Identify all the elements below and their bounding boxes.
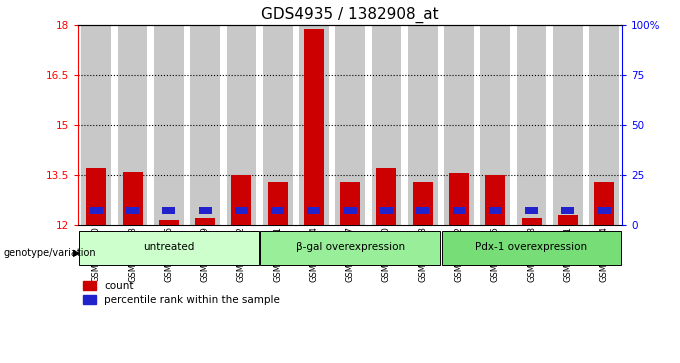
Text: Pdx-1 overexpression: Pdx-1 overexpression [475, 242, 588, 252]
Bar [86, 168, 106, 225]
Bar [154, 25, 184, 225]
Bar [226, 25, 256, 225]
Title: GDS4935 / 1382908_at: GDS4935 / 1382908_at [261, 7, 439, 23]
FancyBboxPatch shape [260, 231, 440, 265]
Bar [489, 207, 502, 215]
Bar [122, 172, 143, 225]
Text: untreated: untreated [143, 242, 194, 252]
Bar [525, 207, 538, 215]
Bar [449, 174, 469, 225]
Bar [90, 207, 103, 215]
Bar [126, 207, 139, 215]
Bar [517, 25, 547, 225]
Bar [486, 175, 505, 225]
Bar [377, 168, 396, 225]
Bar [304, 29, 324, 225]
Bar [343, 207, 357, 215]
Bar [262, 25, 292, 225]
Bar [413, 182, 432, 225]
Bar [299, 25, 329, 225]
Bar [190, 25, 220, 225]
Bar [452, 207, 466, 215]
Bar [553, 25, 583, 225]
Bar [82, 25, 112, 225]
Text: genotype/variation: genotype/variation [3, 248, 96, 258]
Bar [159, 220, 179, 225]
Text: ▶: ▶ [73, 248, 81, 258]
Bar [199, 207, 211, 215]
Bar [380, 207, 393, 215]
Bar [408, 25, 438, 225]
Bar [163, 207, 175, 215]
Bar [444, 25, 474, 225]
FancyBboxPatch shape [79, 231, 259, 265]
Bar [371, 25, 401, 225]
Bar [335, 25, 365, 225]
Bar [118, 25, 148, 225]
Bar [598, 207, 611, 215]
Bar [235, 207, 248, 215]
Bar [589, 25, 619, 225]
Legend: count, percentile rank within the sample: count, percentile rank within the sample [84, 281, 280, 305]
Bar [561, 207, 575, 215]
Bar [195, 219, 215, 225]
Bar [231, 175, 252, 225]
Bar [558, 215, 578, 225]
Bar [594, 182, 614, 225]
Bar [480, 25, 510, 225]
Bar [522, 219, 541, 225]
Bar [307, 207, 320, 215]
Bar [268, 182, 288, 225]
Bar [340, 182, 360, 225]
Text: β-gal overexpression: β-gal overexpression [296, 242, 405, 252]
Bar [271, 207, 284, 215]
FancyBboxPatch shape [441, 231, 622, 265]
Bar [416, 207, 429, 215]
